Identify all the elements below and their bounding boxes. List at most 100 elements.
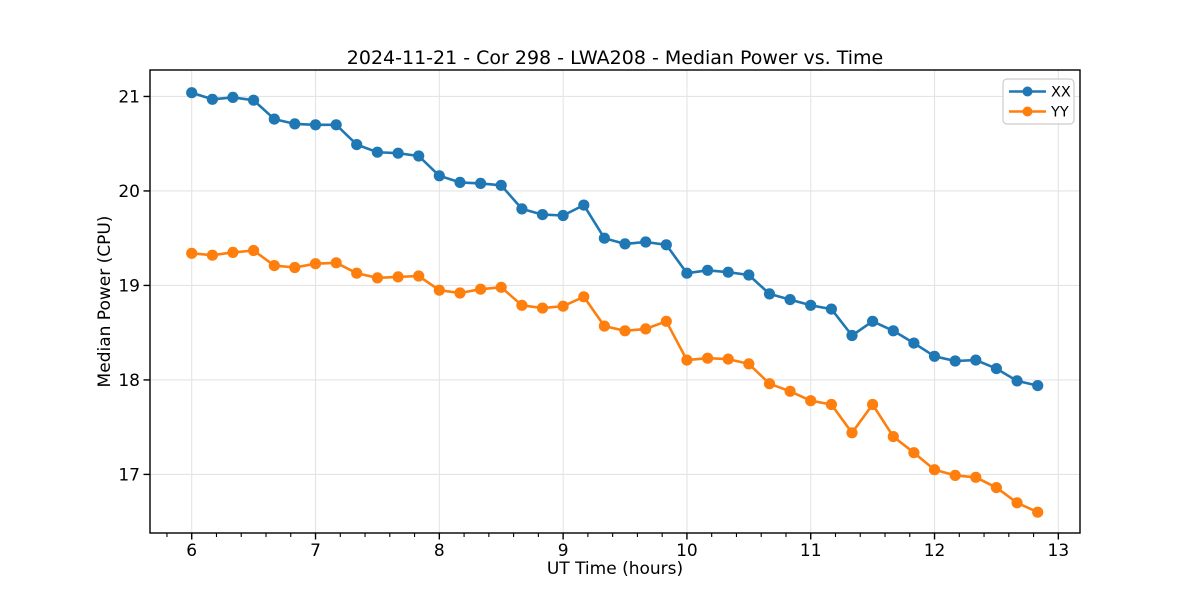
data-point-yy [722,353,734,365]
data-point-xx [743,269,755,281]
data-point-yy [330,257,342,269]
data-point-xx [784,294,796,306]
data-point-xx [640,236,652,248]
data-point-yy [908,447,920,459]
data-point-yy [1032,506,1044,518]
data-point-xx [268,113,280,125]
data-point-xx [681,267,693,279]
data-series [186,87,1044,518]
y-tick-label: 20 [118,182,140,202]
data-point-xx [619,238,631,250]
data-point-yy [681,354,693,366]
x-tick-label: 8 [434,541,445,561]
data-point-xx [454,176,466,188]
data-point-yy [702,352,714,364]
data-point-yy [227,246,239,258]
data-point-xx [825,303,838,315]
data-point-xx [1011,375,1023,387]
data-point-yy [928,464,941,476]
data-point-yy [743,358,755,370]
axis-ticks [143,95,1060,540]
data-point-yy [557,300,569,312]
data-point-xx [990,363,1003,375]
data-point-xx [846,329,858,342]
plot-border [149,69,1081,534]
x-tick-label: 6 [186,541,197,561]
chart-title: 2024-11-21 - Cor 298 - LWA208 - Median P… [347,47,883,69]
data-point-xx [970,354,982,366]
data-point-xx [949,355,961,367]
x-tick-label: 10 [676,541,698,561]
data-point-xx [763,288,776,300]
data-point-yy [763,378,776,390]
data-point-yy [186,247,198,259]
data-point-yy [268,260,280,272]
x-tick-label: 12 [924,541,946,561]
data-point-yy [846,427,858,439]
data-point-xx [660,239,672,251]
data-point-xx [248,94,260,106]
data-point-yy [351,267,363,279]
y-tick-label: 17 [118,465,140,485]
data-point-yy [392,271,404,283]
data-point-xx [536,209,549,221]
data-point-yy [1011,497,1023,509]
data-point-yy [413,270,425,282]
data-point-yy [309,258,322,270]
data-point-yy [867,398,879,411]
data-point-xx [702,264,714,276]
legend-label-yy: YY [1050,105,1069,121]
data-point-xx [186,87,198,99]
data-point-yy [454,287,466,299]
x-axis-label: UT Time (hours) [547,559,683,579]
y-axis-label: Median Power (CPU) [95,216,115,388]
data-point-xx [805,299,817,311]
data-point-xx [392,147,404,159]
data-point-yy [371,272,383,284]
legend-label-xx: XX [1051,85,1071,101]
x-tick-label: 9 [558,541,569,561]
data-point-xx [598,232,611,244]
data-point-yy [578,291,590,303]
data-point-yy [495,281,507,293]
data-point-yy [598,320,611,332]
data-point-yy [660,315,672,327]
data-point-xx [887,325,899,337]
data-point-xx [227,91,239,103]
data-point-xx [433,170,445,182]
series-line-yy [190,249,1039,514]
data-point-yy [784,385,796,397]
data-point-yy [289,261,301,274]
data-point-xx [330,119,342,131]
data-point-yy [640,323,652,335]
data-point-xx [867,315,879,327]
y-tick-label: 21 [118,87,140,107]
y-tick-label: 18 [118,371,140,391]
data-point-yy [970,471,982,483]
data-point-xx [557,209,569,222]
data-point-yy [619,325,631,337]
data-point-xx [351,139,363,151]
data-point-xx [1032,380,1044,392]
legend-sample-marker [1022,86,1033,97]
tick-labels: 6 7 8 9 10 11 12 13 17 18 19 20 21 [118,87,1069,561]
legend: XX YY [1002,78,1075,125]
gridlines [150,70,1080,533]
data-point-xx [578,199,590,211]
data-point-xx [516,203,528,215]
data-point-yy [887,431,899,443]
data-point-xx [309,119,322,131]
data-point-yy [536,302,549,314]
y-tick-label: 19 [118,276,140,296]
data-point-xx [908,337,920,349]
data-point-yy [516,299,528,311]
data-point-xx [722,266,734,278]
data-point-xx [413,150,425,162]
data-point-yy [475,283,487,295]
legend-sample-marker [1022,106,1033,117]
data-point-yy [825,398,838,411]
data-point-xx [495,179,507,191]
x-tick-label: 7 [310,541,321,561]
